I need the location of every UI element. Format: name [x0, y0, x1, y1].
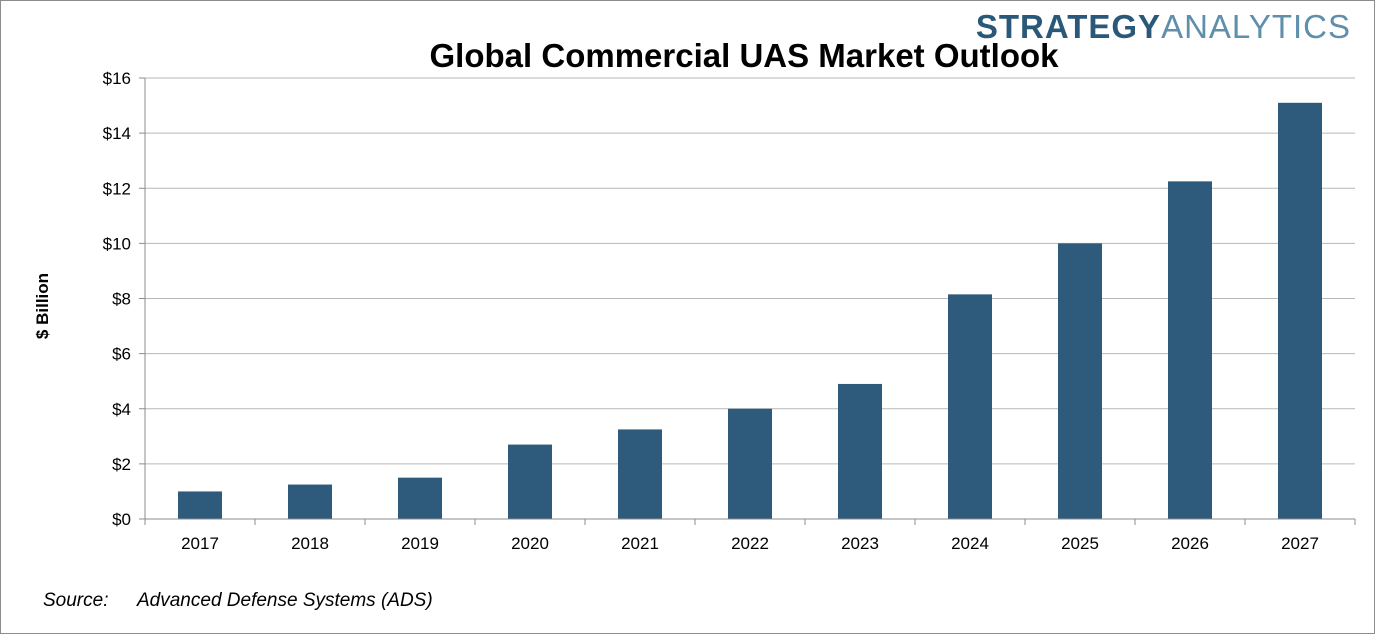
bar-2018	[288, 484, 332, 519]
x-tick-labels: 2017 2018 2019 2020 2021 2022 2023 2024 2025 2026…	[181, 534, 1319, 553]
y-tick-label: $6	[112, 345, 131, 364]
source-label: Source:	[43, 590, 109, 611]
bar-2023	[838, 383, 882, 519]
y-tick-label: $16	[103, 69, 131, 88]
y-tick-labels: $0 $2 $4 $6 $8 $10 $12 $14 $16	[103, 69, 131, 529]
x-tick-label: 2022	[731, 534, 769, 553]
y-tick-label: $4	[112, 400, 131, 419]
bar-2021	[618, 429, 662, 519]
bar-2024	[948, 294, 992, 519]
x-tick-label: 2023	[841, 534, 879, 553]
x-tick-label: 2017	[181, 534, 219, 553]
axes	[139, 77, 1356, 525]
y-tick-label: $2	[112, 455, 131, 474]
y-tick-label: $14	[103, 124, 131, 143]
x-tick-label: 2021	[621, 534, 659, 553]
bar-2019	[398, 477, 442, 519]
bars	[178, 102, 1322, 520]
x-tick-label: 2024	[951, 534, 989, 553]
x-tick-label: 2027	[1281, 534, 1319, 553]
source-text: Advanced Defense Systems (ADS)	[137, 590, 433, 611]
bar-2022	[728, 408, 772, 519]
x-tick-label: 2018	[291, 534, 329, 553]
bar-2027	[1278, 102, 1322, 520]
bar-2017	[178, 491, 222, 519]
y-tick-label: $12	[103, 179, 131, 198]
strategy-analytics-logo: STRATEGYANALYTICS	[976, 8, 1351, 46]
logo-part-analytics: ANALYTICS	[1161, 8, 1351, 45]
x-tick-label: 2025	[1061, 534, 1099, 553]
y-axis-label: $ Billion	[33, 273, 52, 339]
x-tick-label: 2020	[511, 534, 549, 553]
bar-2025	[1058, 243, 1102, 519]
gridlines	[145, 77, 1355, 465]
bar-2020	[508, 444, 552, 519]
y-tick-label: $8	[112, 290, 131, 309]
y-tick-label: $10	[103, 234, 131, 253]
bar-2026	[1168, 181, 1212, 519]
chart-title: Global Commercial UAS Market Outlook	[430, 37, 1060, 74]
y-tick-label: $0	[112, 510, 131, 529]
logo-part-strategy: STRATEGY	[975, 8, 1162, 45]
x-tick-label: 2026	[1171, 534, 1209, 553]
x-tick-label: 2019	[401, 534, 439, 553]
